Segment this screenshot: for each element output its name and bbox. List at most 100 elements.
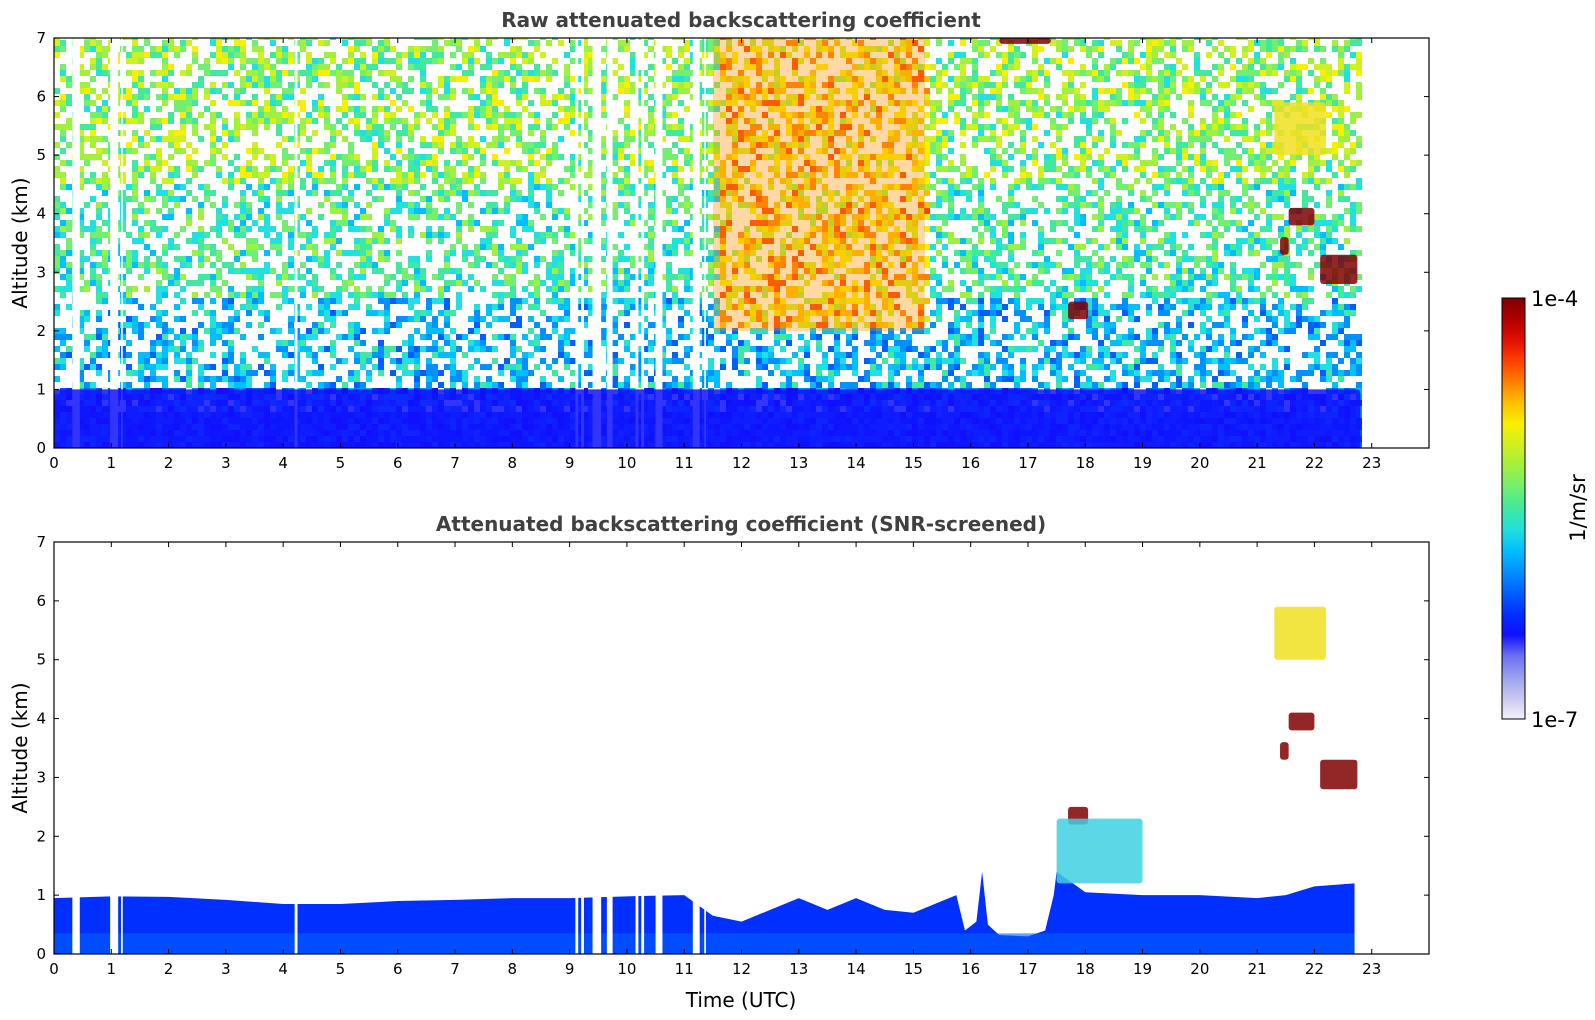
- heatmap-cell: [156, 82, 162, 88]
- heatmap-cell: [336, 202, 342, 208]
- heatmap-cell: [468, 172, 474, 178]
- heatmap-cell: [402, 178, 408, 184]
- heatmap-cell: [744, 100, 750, 106]
- heatmap-cell: [546, 178, 552, 184]
- heatmap-cell: [204, 232, 210, 238]
- heatmap-cell: [630, 352, 636, 358]
- heatmap-cell: [354, 352, 360, 358]
- heatmap-cell: [420, 316, 426, 322]
- heatmap-cell: [180, 196, 186, 202]
- heatmap-cell: [96, 52, 102, 58]
- heatmap-cell: [786, 214, 792, 220]
- heatmap-cell: [438, 298, 444, 304]
- heatmap-cell: [144, 322, 150, 328]
- heatmap-cell: [354, 112, 360, 118]
- heatmap-cell: [720, 322, 726, 328]
- heatmap-cell: [162, 190, 168, 196]
- heatmap-cell: [564, 166, 570, 172]
- heatmap-cell: [390, 118, 396, 124]
- heatmap-cell: [168, 64, 174, 70]
- heatmap-cell: [84, 346, 90, 352]
- heatmap-cell: [672, 112, 678, 118]
- heatmap-cell: [84, 136, 90, 142]
- heatmap-cell: [498, 364, 504, 370]
- heatmap-cell: [786, 124, 792, 130]
- heatmap-cell: [180, 376, 186, 382]
- heatmap-cell: [456, 136, 462, 142]
- heatmap-cell: [300, 292, 306, 298]
- heatmap-cell: [90, 88, 96, 94]
- heatmap-cell: [780, 88, 786, 94]
- heatmap-cell: [618, 268, 624, 274]
- heatmap-cell: [186, 70, 192, 76]
- heatmap-cell: [54, 88, 60, 94]
- heatmap-cell: [516, 238, 522, 244]
- heatmap-cell: [366, 118, 372, 124]
- heatmap-cell: [576, 370, 582, 376]
- heatmap-cell: [102, 172, 108, 178]
- heatmap-cell: [384, 184, 390, 190]
- heatmap-cell: [612, 370, 618, 376]
- heatmap-cell: [420, 184, 426, 190]
- heatmap-cell: [450, 190, 456, 196]
- heatmap-cell: [474, 358, 480, 364]
- heatmap-cell: [324, 382, 330, 388]
- heatmap-cell: [618, 190, 624, 196]
- heatmap-cell: [402, 130, 408, 136]
- heatmap-cell: [414, 46, 420, 52]
- heatmap-cell: [132, 160, 138, 166]
- heatmap-cell: [264, 250, 270, 256]
- heatmap-cell: [192, 250, 198, 256]
- heatmap-cell: [228, 52, 234, 58]
- heatmap-cell: [222, 364, 228, 370]
- heatmap-cell: [546, 118, 552, 124]
- heatmap-cell: [528, 160, 534, 166]
- heatmap-cell: [210, 40, 216, 46]
- heatmap-cell: [768, 250, 774, 256]
- heatmap-cell: [426, 214, 432, 220]
- heatmap-cell: [648, 124, 654, 130]
- heatmap-cell: [684, 298, 690, 304]
- heatmap-cell: [54, 172, 60, 178]
- heatmap-cell: [738, 136, 744, 142]
- heatmap-cell: [432, 370, 438, 376]
- heatmap-cell: [102, 52, 108, 58]
- heatmap-cell: [786, 274, 792, 280]
- heatmap-cell: [624, 268, 630, 274]
- heatmap-cell: [600, 268, 606, 274]
- heatmap-cell: [408, 160, 414, 166]
- heatmap-cell: [486, 238, 492, 244]
- heatmap-cell: [270, 382, 276, 388]
- heatmap-cell: [240, 82, 246, 88]
- heatmap-cell: [660, 358, 666, 364]
- heatmap-cell: [216, 172, 222, 178]
- heatmap-cell: [510, 286, 516, 292]
- heatmap-cell: [354, 286, 360, 292]
- top-panel: Raw attenuated backscattering coefficien…: [8, 8, 1430, 472]
- heatmap-cell: [162, 76, 168, 82]
- heatmap-cell: [246, 322, 252, 328]
- heatmap-cell: [474, 106, 480, 112]
- heatmap-cell: [636, 346, 642, 352]
- heatmap-cell: [222, 238, 228, 244]
- heatmap-cell: [744, 136, 750, 142]
- heatmap-cell: [210, 352, 216, 358]
- heatmap-cell: [684, 136, 690, 142]
- heatmap-cell: [474, 184, 480, 190]
- heatmap-cell: [786, 232, 792, 238]
- heatmap-cell: [672, 340, 678, 346]
- heatmap-cell: [228, 382, 234, 388]
- heatmap-cell: [510, 190, 516, 196]
- heatmap-cell: [636, 124, 642, 130]
- heatmap-cell: [330, 274, 336, 280]
- heatmap-cell: [378, 370, 384, 376]
- heatmap-cell: [660, 352, 666, 358]
- heatmap-cell: [432, 328, 438, 334]
- heatmap-cell: [438, 82, 444, 88]
- heatmap-cell: [444, 310, 450, 316]
- heatmap-cell: [504, 112, 510, 118]
- heatmap-cell: [780, 382, 786, 388]
- heatmap-cell: [438, 334, 444, 340]
- heatmap-cell: [462, 160, 468, 166]
- heatmap-cell: [612, 256, 618, 262]
